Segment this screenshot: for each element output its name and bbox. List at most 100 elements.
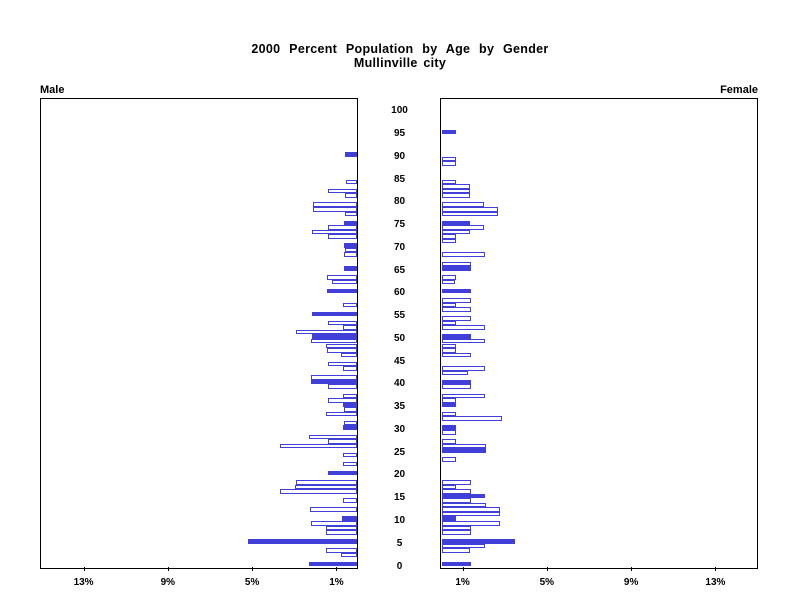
female-bar-age-32	[441, 416, 502, 421]
male-bar-age-82	[328, 188, 358, 194]
female-bar-age-23	[441, 457, 457, 462]
male-pct-label-9: 9%	[160, 577, 176, 588]
female-bar-age-39	[441, 384, 471, 389]
male-pct-label-1-tick	[336, 567, 338, 571]
female-bar-age-73	[441, 229, 470, 235]
female-bar-age-13	[441, 502, 486, 508]
male-bar-age-73	[312, 229, 358, 235]
age-tick-label-85: 85	[393, 173, 406, 185]
female-pct-label-5: 5%	[539, 577, 555, 588]
male-bar-age-63	[326, 275, 358, 280]
female-bar-age-3	[441, 548, 470, 553]
female-bar-age-40	[441, 379, 471, 385]
female-bar-age-81	[441, 193, 470, 198]
age-tick-label-100: 100	[391, 105, 408, 117]
female-bar-age-17	[441, 484, 457, 490]
male-bar-age-78	[313, 206, 358, 212]
female-pct-label-13: 13%	[705, 577, 726, 588]
female-bar-age-48	[441, 343, 457, 349]
female-bar-age-9	[441, 520, 501, 526]
male-bar-age-48	[325, 343, 358, 349]
male-bar-age-77	[344, 211, 358, 217]
male-side-label: Male	[40, 84, 65, 96]
female-bar-age-10	[441, 516, 457, 521]
female-bar-age-14	[441, 498, 471, 503]
female-bar-age-62	[441, 279, 456, 285]
male-bar-age-50	[312, 334, 358, 339]
female-bar-age-52	[441, 325, 485, 330]
male-bar-age-55	[312, 311, 358, 317]
female-bar-age-83	[441, 184, 470, 189]
male-bar-age-39	[328, 384, 358, 389]
female-bar-age-8	[441, 525, 471, 531]
female-bar-age-33	[441, 411, 457, 417]
female-pct-label-9-tick	[631, 567, 633, 571]
female-bar-age-18	[441, 480, 471, 485]
age-tick-label-20: 20	[393, 469, 406, 481]
female-bar-age-43	[441, 366, 485, 371]
male-pct-label-13: 13%	[73, 577, 94, 588]
female-bar-age-66	[441, 261, 471, 267]
female-bar-age-11	[441, 511, 501, 517]
female-bar-age-75	[441, 220, 470, 226]
male-bar-age-37	[342, 393, 358, 399]
female-bar-age-95	[441, 129, 456, 135]
age-tick-label-75: 75	[393, 219, 406, 231]
female-bar-age-5	[441, 539, 516, 544]
male-bar-age-49	[311, 338, 358, 344]
male-bar-age-9	[311, 520, 358, 526]
female-bar-age-78	[441, 206, 499, 212]
male-pct-label-5: 5%	[244, 577, 260, 588]
female-bar-age-25	[441, 448, 486, 453]
age-tick-label-35: 35	[393, 401, 406, 413]
female-pct-label-1: 1%	[455, 577, 470, 588]
male-bar-age-84	[345, 179, 358, 185]
male-bar-age-34	[343, 407, 358, 412]
male-bar-age-65	[343, 266, 358, 271]
female-bar-age-58	[441, 297, 471, 303]
female-bar-age-74	[441, 225, 484, 230]
age-tick-label-50: 50	[393, 332, 406, 344]
age-tick-label-10: 10	[393, 514, 406, 526]
chart-title: 2000 Percent Population by Age by Gender	[251, 42, 549, 56]
female-bar-age-68	[441, 252, 485, 258]
female-pct-label-5-tick	[546, 567, 548, 571]
female-bar-age-36	[441, 398, 457, 403]
female-bar-age-42	[441, 370, 468, 376]
female-bar-age-16	[441, 489, 471, 494]
male-bar-age-44	[328, 361, 358, 367]
male-bar-age-16	[279, 489, 358, 494]
male-bar-age-7	[325, 530, 358, 535]
female-bar-age-27	[441, 439, 457, 444]
age-tick-label-15: 15	[393, 492, 406, 504]
male-bar-age-70	[343, 243, 358, 248]
female-bar-age-37	[441, 393, 485, 399]
male-bar-age-14	[342, 498, 358, 503]
male-bar-age-68	[343, 252, 358, 258]
male-bar-age-17	[295, 484, 358, 490]
male-bar-age-12	[310, 507, 358, 512]
female-pct-label-9: 9%	[623, 577, 639, 588]
female-bar-age-88	[441, 161, 456, 166]
age-tick-label-95: 95	[393, 128, 406, 140]
female-bar-age-82	[441, 188, 470, 194]
female-bar-age-4	[441, 543, 485, 549]
female-bar-age-30	[441, 425, 457, 430]
female-bar-age-26	[441, 443, 486, 449]
male-bar-age-26	[279, 443, 358, 449]
male-bar-age-2	[340, 552, 358, 558]
male-bar-age-46	[340, 352, 358, 358]
male-bar-age-36	[328, 398, 358, 403]
female-bar-age-65	[441, 266, 471, 271]
female-panel	[440, 98, 758, 569]
male-bar-age-41	[311, 375, 358, 380]
male-bar-age-52	[342, 325, 358, 330]
female-bar-age-0	[441, 561, 471, 567]
male-pct-label-13-tick	[83, 567, 85, 571]
male-bar-age-28	[309, 434, 358, 440]
male-bar-age-31	[343, 420, 358, 426]
female-bar-age-57	[441, 302, 457, 308]
female-bar-age-35	[441, 402, 457, 408]
male-bar-age-0	[309, 561, 358, 567]
